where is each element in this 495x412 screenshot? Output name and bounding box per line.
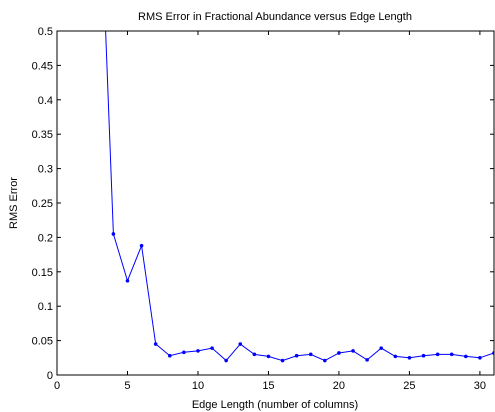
x-axis-ticks: 0 5 10 15 20 25 30 — [54, 31, 486, 392]
y-tick-label: 0 — [47, 370, 53, 382]
y-tick-label: 0.35 — [32, 129, 53, 141]
y-tick-label: 0.25 — [32, 198, 53, 210]
data-point — [125, 278, 130, 283]
data-point — [182, 350, 186, 355]
data-point — [365, 358, 369, 362]
data-point — [449, 352, 454, 357]
x-tick-label: 20 — [333, 380, 345, 392]
y-tick-label: 0.5 — [38, 26, 53, 38]
data-point — [421, 353, 426, 358]
data-point — [435, 352, 440, 357]
data-point — [252, 352, 257, 357]
y-axis-label: RMS Error — [8, 177, 20, 229]
y-tick-label: 0.2 — [38, 232, 53, 244]
data-point — [308, 352, 313, 357]
data-point — [167, 353, 172, 358]
y-axis-ticks: 0 0.05 0.1 0.15 0.2 0.25 0.3 0.35 0.4 0.45 0.5 — [32, 26, 494, 382]
x-axis-label: Edge Length (number of columns) — [192, 399, 358, 411]
y-tick-label: 0.05 — [32, 336, 53, 348]
x-tick-label: 5 — [124, 380, 130, 392]
data-point — [280, 358, 285, 363]
data-point — [294, 353, 299, 358]
data-point — [351, 349, 355, 353]
data-point — [323, 358, 327, 363]
data-point — [210, 346, 214, 350]
plot-area — [57, 31, 494, 375]
data-point — [478, 356, 482, 360]
x-tick-label: 15 — [262, 380, 274, 392]
data-point — [139, 243, 144, 248]
data-point — [266, 354, 271, 359]
data-point — [379, 346, 384, 350]
chart-title: RMS Error in Fractional Abundance versus… — [138, 11, 412, 23]
y-tick-label: 0.3 — [38, 164, 53, 176]
data-point — [393, 354, 398, 359]
series-layer — [105, 31, 494, 363]
y-tick-label: 0.15 — [32, 267, 53, 279]
y-tick-label: 0.45 — [32, 60, 53, 72]
data-point — [224, 358, 228, 363]
x-tick-label: 10 — [192, 380, 204, 392]
x-tick-label: 30 — [474, 380, 486, 392]
x-tick-label: 25 — [403, 380, 415, 392]
data-point — [153, 342, 158, 346]
data-point — [337, 351, 341, 355]
y-tick-label: 0.4 — [38, 95, 53, 107]
data-point — [464, 354, 468, 359]
y-tick-label: 0.1 — [38, 301, 53, 313]
data-point — [238, 342, 243, 346]
data-point — [407, 356, 412, 360]
x-tick-label: 0 — [54, 380, 60, 392]
data-point — [196, 349, 200, 353]
data-point — [111, 232, 116, 236]
